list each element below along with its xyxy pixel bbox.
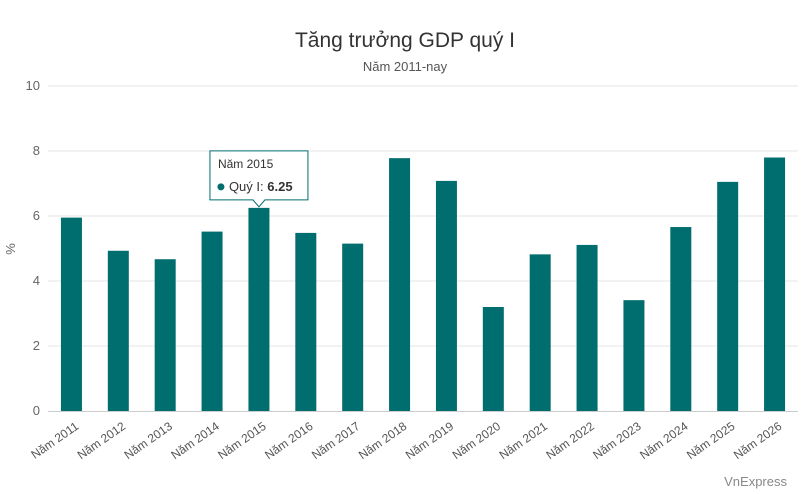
bar <box>717 181 739 411</box>
x-tick-label: Năm 2016 <box>262 419 316 462</box>
bar <box>248 207 270 411</box>
x-tick-label: Năm 2017 <box>309 419 363 462</box>
y-tick-label: 10 <box>26 78 40 93</box>
x-tick-label: Năm 2021 <box>497 419 551 462</box>
x-tick-label: Năm 2023 <box>590 419 644 462</box>
bar <box>529 254 551 411</box>
x-tick-label: Năm 2020 <box>450 419 504 462</box>
tooltip: Năm 2015 Quý I: 6.25 <box>209 150 309 208</box>
x-tick-label: Năm 2019 <box>403 419 457 462</box>
chart-title: Tăng trưởng GDP quý I <box>295 29 515 52</box>
bar <box>295 232 317 411</box>
tooltip-series-dot <box>217 183 225 191</box>
tooltip-series: Quý I: 6.25 <box>229 179 293 194</box>
y-tick-label: 8 <box>33 143 40 158</box>
credit-label: VnExpress <box>724 474 787 489</box>
tooltip-series-label: Quý I <box>229 179 260 194</box>
bar <box>623 300 645 411</box>
y-axis-label: % <box>3 243 18 255</box>
bar <box>389 158 411 411</box>
x-tick-label: Năm 2022 <box>543 419 597 462</box>
tooltip-category: Năm 2015 <box>218 157 274 171</box>
tooltip-box <box>209 150 309 208</box>
bar <box>107 250 129 411</box>
x-tick-label: Năm 2014 <box>168 419 222 462</box>
x-tick-label: Năm 2011 <box>28 419 81 462</box>
y-tick-label: 2 <box>33 338 40 353</box>
x-tick-label: Năm 2013 <box>122 419 176 462</box>
bar <box>764 157 786 411</box>
chart-subtitle: Năm 2011-nay <box>363 59 448 74</box>
bar <box>482 307 504 411</box>
x-tick-label: Năm 2024 <box>637 419 691 462</box>
bar <box>576 244 598 411</box>
bars <box>60 157 786 411</box>
bar <box>670 227 692 411</box>
y-axis-ticks: 0 2 4 6 8 10 <box>26 78 40 418</box>
x-tick-label: Năm 2026 <box>731 419 785 462</box>
tooltip-value: 6.25 <box>267 179 292 194</box>
bar <box>342 243 364 411</box>
bar <box>435 180 457 411</box>
bar <box>201 231 223 411</box>
bar <box>60 217 82 411</box>
x-tick-label: Năm 2018 <box>356 419 410 462</box>
y-tick-label: 0 <box>33 403 40 418</box>
x-tick-label: Năm 2015 <box>215 419 269 462</box>
y-tick-label: 6 <box>33 208 40 223</box>
bar <box>154 259 176 411</box>
x-tick-label: Năm 2025 <box>684 419 738 462</box>
x-tick-label: Năm 2012 <box>75 419 129 462</box>
y-tick-label: 4 <box>33 273 40 288</box>
